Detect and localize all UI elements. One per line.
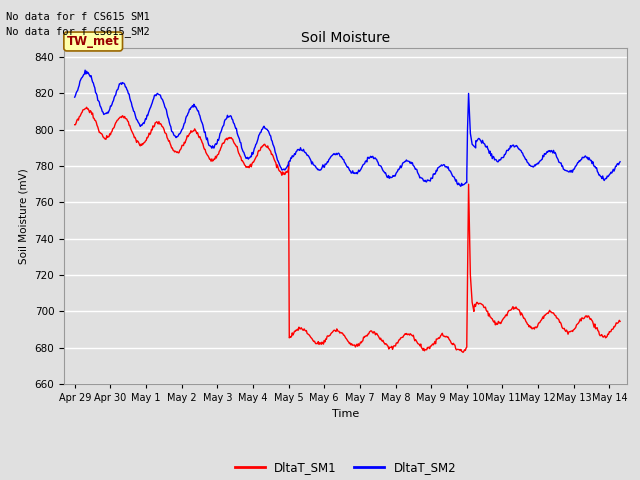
DltaT_SM2 (343, 163, 351, 169)
DltaT_SM1 (593, 325, 601, 331)
DltaT_SM1 (514, 306, 522, 312)
Text: No data for f CS615 SM1: No data for f CS615 SM1 (6, 12, 150, 22)
Legend: DltaT_SM1, DltaT_SM2: DltaT_SM1, DltaT_SM2 (230, 456, 461, 479)
Title: Soil Moisture: Soil Moisture (301, 32, 390, 46)
DltaT_SM2 (375, 162, 383, 168)
Text: TW_met: TW_met (67, 35, 120, 48)
DltaT_SM2 (383, 174, 391, 180)
DltaT_SM1 (460, 349, 467, 355)
DltaT_SM1 (319, 341, 327, 347)
DltaT_SM1 (146, 132, 154, 137)
Line: DltaT_SM2: DltaT_SM2 (75, 70, 620, 186)
DltaT_SM2 (562, 168, 570, 173)
DltaT_SM2 (130, 108, 138, 114)
DltaT_SM2 (81, 67, 89, 73)
Text: No data for f CS615_SM2: No data for f CS615_SM2 (6, 26, 150, 37)
DltaT_SM1 (83, 104, 90, 110)
Y-axis label: Soil Moisture (mV): Soil Moisture (mV) (19, 168, 29, 264)
DltaT_SM2 (71, 94, 79, 100)
Line: DltaT_SM1: DltaT_SM1 (75, 107, 620, 352)
DltaT_SM1 (295, 324, 303, 330)
DltaT_SM2 (616, 159, 624, 165)
DltaT_SM1 (71, 122, 79, 128)
DltaT_SM1 (616, 319, 624, 324)
DltaT_SM2 (273, 154, 280, 159)
X-axis label: Time: Time (332, 408, 359, 419)
DltaT_SM1 (611, 324, 618, 330)
DltaT_SM2 (457, 183, 465, 189)
